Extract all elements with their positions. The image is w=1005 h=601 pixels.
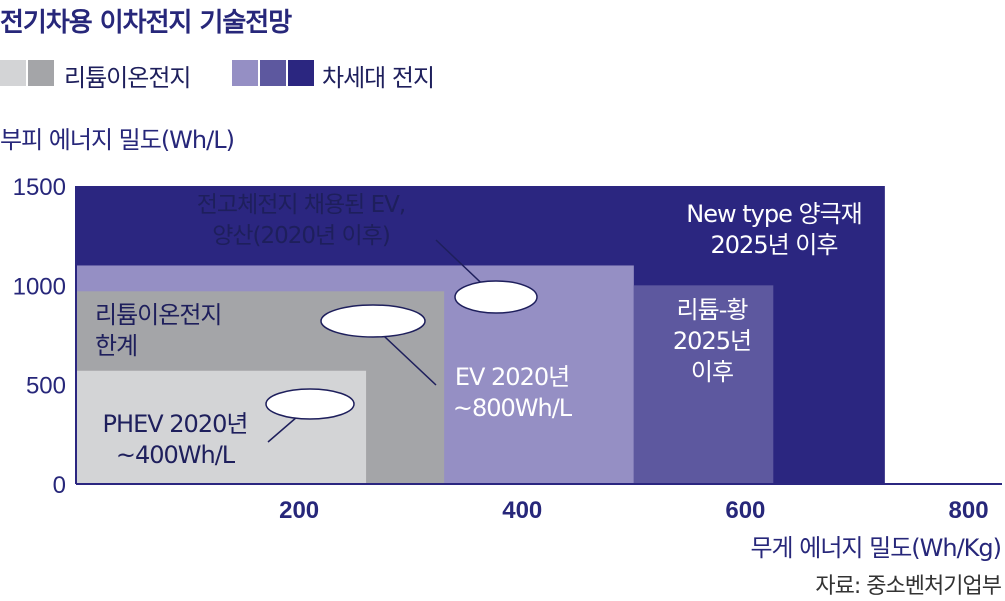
chart-title: 전기차용 이차전지 기술전망	[0, 8, 292, 38]
marker-ellipse-2	[265, 388, 355, 420]
y-tick-1500: 1500	[13, 174, 66, 201]
x-axis-label: 무게 에너지 밀도(Wh/Kg)	[750, 534, 1002, 562]
legend-label-next: 차세대 전지	[322, 64, 435, 92]
annotation-3-line-0: 리튬-황	[677, 296, 749, 324]
annotation-3-line-2: 이후	[691, 358, 733, 386]
annotation-1-line-1: 2025년 이후	[711, 231, 838, 259]
source-note: 자료: 중소벤처기업부	[815, 574, 1002, 599]
x-tick-400: 400	[502, 497, 542, 524]
legend-label-liion: 리튬이온전지	[64, 64, 191, 92]
annotation-4-line-1: ~800Wh/L	[453, 394, 573, 422]
marker-ellipse-0	[454, 280, 538, 314]
legend-swatch-next-dark	[288, 60, 314, 86]
annotation-5-line-0: PHEV 2020년	[103, 410, 248, 438]
annotation-3-line-1: 2025년	[673, 327, 751, 355]
legend-swatch-next-light	[232, 60, 258, 86]
annotation-2-line-0: 리튬이온전지	[95, 301, 221, 329]
y-axis-label: 부피 에너지 밀도(Wh/L)	[0, 126, 235, 154]
annotation-0-line-1: 양산(2020년 이후)	[212, 223, 390, 249]
legend-swatch-liion-dark	[28, 60, 54, 86]
annotation-0-line-0: 전고체전지 채용된 EV,	[197, 192, 405, 218]
region-2	[633, 285, 774, 484]
y-tick-1000: 1000	[13, 273, 66, 300]
annotation-2-line-1: 한계	[95, 332, 137, 360]
marker-ellipse-1	[320, 304, 426, 338]
annotation-4-line-0: EV 2020년	[455, 363, 569, 391]
y-tick-500: 500	[26, 373, 66, 400]
x-tick-200: 200	[279, 497, 319, 524]
legend-swatch-next-mid	[260, 60, 286, 86]
x-tick-800: 800	[949, 497, 989, 524]
annotation-5-line-1: ~400Wh/L	[116, 441, 236, 469]
x-tick-600: 600	[725, 497, 765, 524]
y-tick-0: 0	[53, 472, 66, 499]
annotation-1-line-0: New type 양극재	[686, 200, 861, 228]
legend-swatch-liion-light	[0, 60, 26, 86]
